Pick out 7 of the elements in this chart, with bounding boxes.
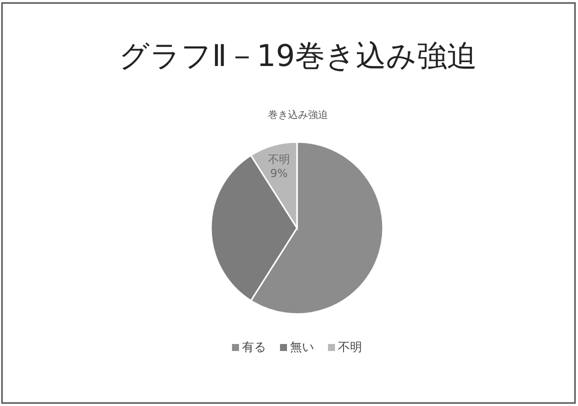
data-label: 9%	[270, 167, 288, 180]
legend-label: 無い	[290, 340, 314, 354]
legend-label: 不明	[338, 340, 362, 354]
slice-label: 不明	[268, 153, 290, 166]
legend-label: 有る	[242, 340, 266, 354]
chart-title: グラフⅡ－19巻き込み強迫	[119, 39, 477, 74]
chart-subtitle: 巻き込み強迫	[268, 109, 328, 121]
